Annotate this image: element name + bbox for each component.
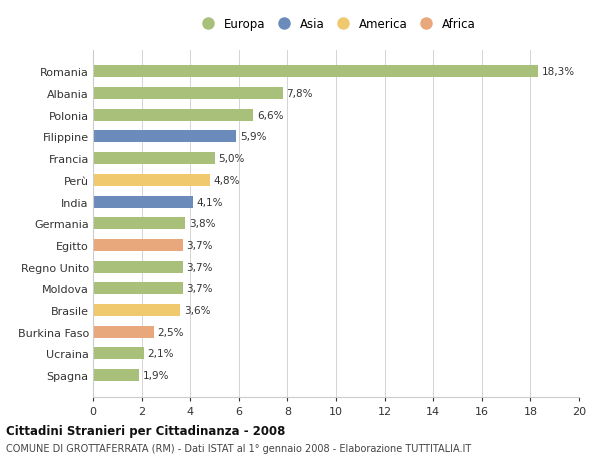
Bar xyxy=(93,153,215,165)
Text: 3,7%: 3,7% xyxy=(187,284,213,294)
Bar xyxy=(93,218,185,230)
Bar xyxy=(93,304,181,316)
Bar xyxy=(93,131,236,143)
Bar xyxy=(93,348,144,360)
Legend: Europa, Asia, America, Africa: Europa, Asia, America, Africa xyxy=(193,15,479,35)
Bar xyxy=(93,326,154,338)
Text: Cittadini Stranieri per Cittadinanza - 2008: Cittadini Stranieri per Cittadinanza - 2… xyxy=(6,424,286,437)
Bar xyxy=(93,283,183,295)
Text: 7,8%: 7,8% xyxy=(286,89,313,99)
Text: 1,9%: 1,9% xyxy=(143,370,169,381)
Text: 5,9%: 5,9% xyxy=(240,132,266,142)
Text: 5,0%: 5,0% xyxy=(218,154,245,164)
Text: 3,8%: 3,8% xyxy=(189,219,215,229)
Text: 4,8%: 4,8% xyxy=(213,175,240,185)
Bar xyxy=(93,261,183,273)
Text: 6,6%: 6,6% xyxy=(257,111,284,121)
Text: 2,5%: 2,5% xyxy=(157,327,184,337)
Bar xyxy=(93,240,183,252)
Bar xyxy=(93,88,283,100)
Text: 2,1%: 2,1% xyxy=(148,349,174,358)
Text: COMUNE DI GROTTAFERRATA (RM) - Dati ISTAT al 1° gennaio 2008 - Elaborazione TUTT: COMUNE DI GROTTAFERRATA (RM) - Dati ISTA… xyxy=(6,443,471,453)
Text: 18,3%: 18,3% xyxy=(541,67,574,77)
Bar xyxy=(93,196,193,208)
Bar xyxy=(93,174,209,186)
Text: 3,7%: 3,7% xyxy=(187,241,213,251)
Bar xyxy=(93,66,538,78)
Text: 4,1%: 4,1% xyxy=(196,197,223,207)
Text: 3,6%: 3,6% xyxy=(184,305,211,315)
Bar xyxy=(93,110,253,122)
Bar xyxy=(93,369,139,381)
Text: 3,7%: 3,7% xyxy=(187,262,213,272)
